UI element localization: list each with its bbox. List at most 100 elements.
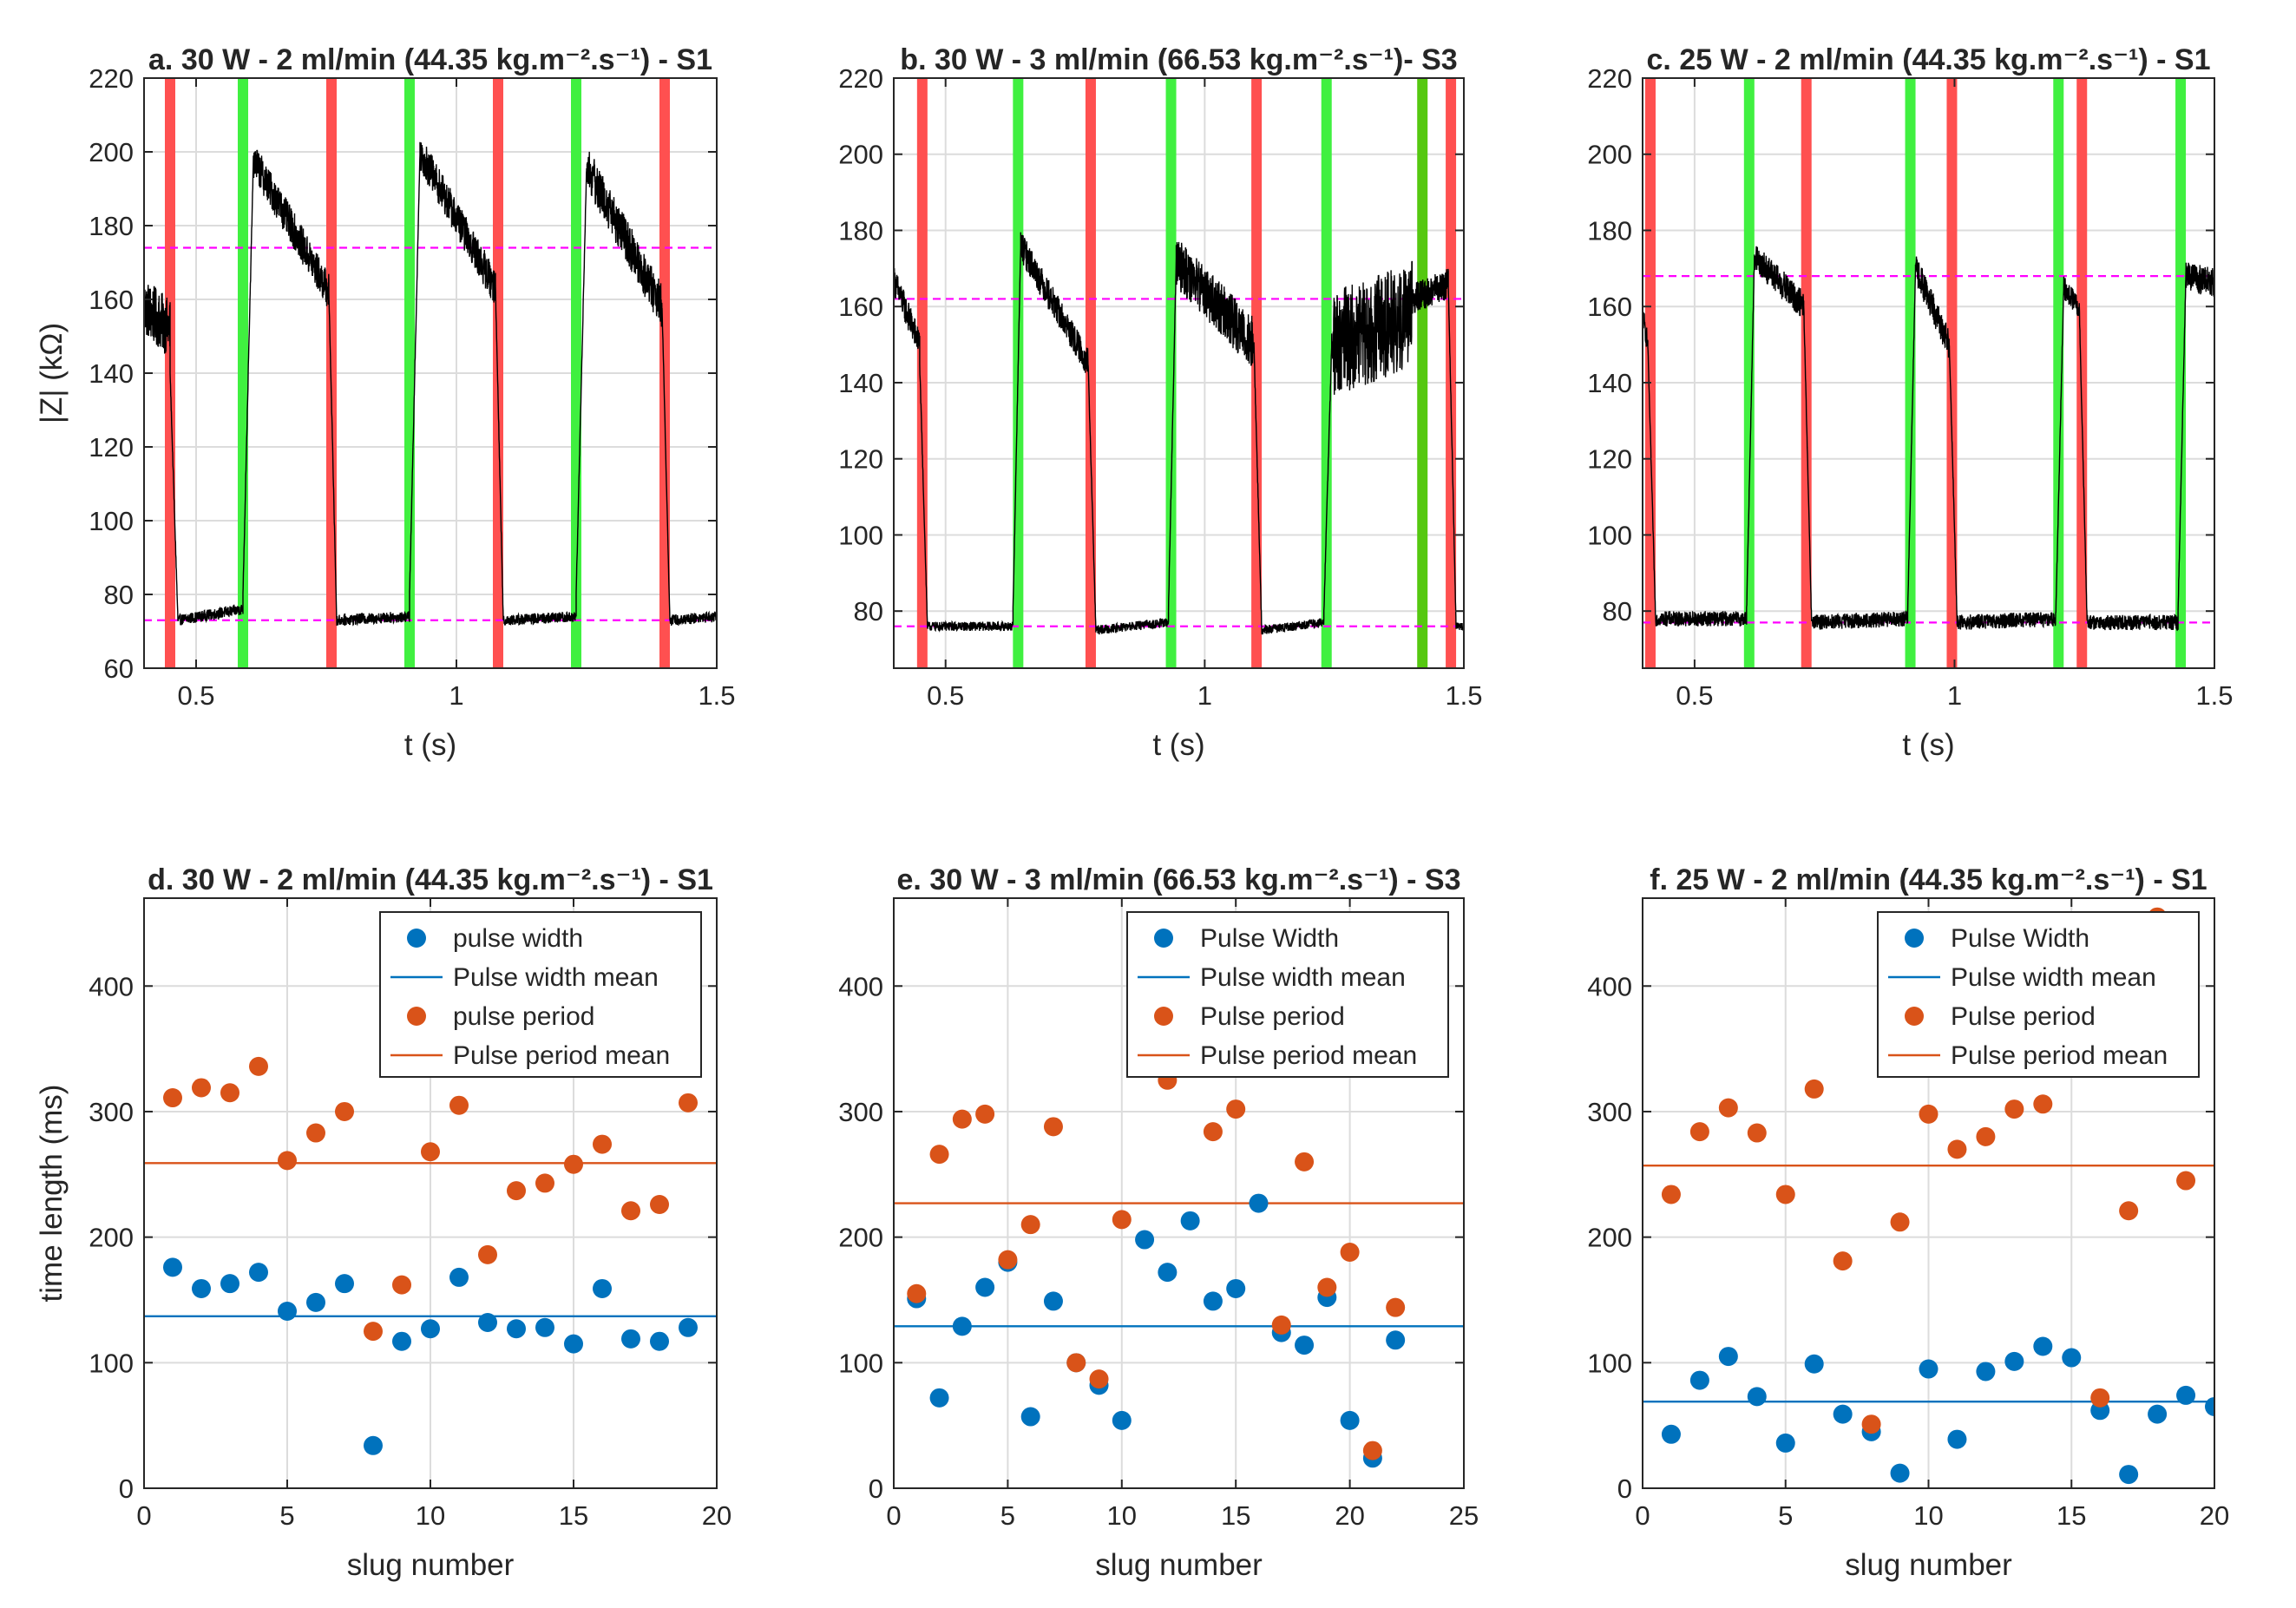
pulse-width-point <box>1249 1193 1269 1213</box>
y-tick-label: 120 <box>838 444 883 475</box>
y-tick-label: 120 <box>1587 444 1632 475</box>
pulse-period-point <box>1089 1369 1109 1389</box>
y-tick-label: 200 <box>1587 140 1632 170</box>
red-marker-bar <box>916 78 928 668</box>
pulse-period-point <box>364 1322 383 1342</box>
pulse-period-point <box>249 1056 268 1076</box>
y-tick-label: 220 <box>89 63 134 94</box>
pulse-width-point <box>975 1277 995 1297</box>
y-tick-label: 0 <box>869 1473 883 1504</box>
pulse-period-point <box>1689 1122 1709 1142</box>
y-tick-label: 60 <box>104 653 134 684</box>
pulse-period-point <box>1203 1122 1223 1142</box>
y-tick-label: 100 <box>89 1348 134 1378</box>
x-axis-label: slug number <box>1095 1548 1263 1582</box>
pulse-period-point <box>392 1275 411 1295</box>
legend-label: pulse period <box>453 1002 594 1031</box>
legend: pulse width Pulse width mean pulse period P… <box>379 911 702 1078</box>
pulse-width-point <box>192 1278 211 1298</box>
legend-label: pulse width <box>453 924 583 953</box>
pulse-width-point <box>1747 1387 1767 1407</box>
green-marker-bar <box>2175 78 2187 668</box>
panel-b: 0.5 1 1.5 80 100 120 140 160 180 200 220 t (s) b. 30… <box>838 43 1482 762</box>
y-tick-label: 160 <box>89 285 134 315</box>
pulse-width-point <box>478 1313 497 1333</box>
legend-label: Pulse width mean <box>1951 963 2156 992</box>
pulse-period-point <box>1833 1251 1853 1271</box>
y-tick-label: 300 <box>1587 1097 1632 1127</box>
x-axis-label: t (s) <box>1902 728 1954 762</box>
x-axis-label: slug number <box>1845 1548 2012 1582</box>
x-tick-label: 1.5 <box>698 680 735 711</box>
x-tick-label: 0.5 <box>177 680 214 711</box>
x-tick-label: 0.5 <box>927 680 964 711</box>
pulse-period-point <box>929 1145 949 1165</box>
legend-label: Pulse period <box>1951 1002 2096 1031</box>
pulse-width-point <box>421 1319 440 1339</box>
pulse-width-point <box>249 1263 268 1283</box>
pulse-period-point <box>2004 1099 2024 1119</box>
x-tick-label: 20 <box>2200 1500 2229 1531</box>
y-tick-label: 160 <box>838 292 883 322</box>
y-tick-label: 200 <box>1587 1223 1632 1253</box>
pulse-width-point <box>220 1274 239 1294</box>
pulse-width-point <box>679 1317 698 1337</box>
y-tick-label: 80 <box>854 596 883 627</box>
pulse-period-point <box>1226 1099 1246 1119</box>
pulse-period-point <box>421 1142 440 1162</box>
chart-title: a. 30 W - 2 ml/min (44.35 kg.m⁻².s⁻¹) - … <box>148 43 712 76</box>
pulse-width-point <box>2062 1348 2082 1368</box>
legend-label: Pulse period mean <box>1200 1041 1417 1070</box>
pulse-width-point <box>364 1435 383 1455</box>
impedance-trace <box>144 141 717 627</box>
legend-label: Pulse period mean <box>453 1041 670 1070</box>
y-tick-label: 300 <box>838 1097 883 1127</box>
chart-title: d. 30 W - 2 ml/min (44.35 kg.m⁻².s⁻¹) - … <box>148 863 713 896</box>
legend: Pulse Width Pulse width mean Pulse period P… <box>1877 911 2200 1078</box>
pulse-width-point <box>593 1278 612 1298</box>
pulse-period-point <box>535 1173 554 1193</box>
chart-title: b. 30 W - 3 ml/min (66.53 kg.m⁻².s⁻¹)- S… <box>900 43 1457 76</box>
pulse-width-point <box>507 1319 526 1339</box>
pulse-period-point <box>1775 1185 1795 1204</box>
x-tick-label: 5 <box>279 1500 294 1531</box>
pulse-period-point <box>1747 1123 1767 1143</box>
x-tick-label: 0 <box>1635 1500 1650 1531</box>
x-tick-label: 5 <box>1778 1500 1793 1531</box>
legend-box <box>379 911 702 1078</box>
x-axis-label: t (s) <box>404 728 456 762</box>
pulse-period-point <box>478 1244 497 1264</box>
x-tick-label: 15 <box>2057 1500 2086 1531</box>
pulse-width-point <box>335 1274 354 1294</box>
pulse-period-point <box>1066 1353 1086 1373</box>
pulse-period-point <box>449 1095 469 1115</box>
panel-c: 0.5 1 1.5 80 100 120 140 160 180 200 220 t (s) c. 25… <box>1587 43 2233 762</box>
pulse-width-point <box>2176 1385 2196 1405</box>
pulse-width-point <box>621 1329 640 1349</box>
legend-box <box>1126 911 1449 1078</box>
y-tick-label: 200 <box>89 137 134 167</box>
chart-title: f. 25 W - 2 ml/min (44.35 kg.m⁻².s⁻¹) - … <box>1650 863 2207 896</box>
y-tick-label: 100 <box>838 1348 883 1378</box>
y-tick-label: 80 <box>104 580 134 610</box>
pulse-width-point <box>535 1317 554 1337</box>
pulse-width-point <box>1203 1291 1223 1311</box>
legend-label: Pulse width mean <box>1200 963 1406 992</box>
panel-e: 0 5 10 15 20 25 0 100 200 300 400 slug number e. 30 … <box>838 863 1479 1582</box>
y-tick-label: 400 <box>1587 971 1632 1001</box>
pulse-width-point <box>1804 1354 1824 1374</box>
pulse-width-point <box>1775 1433 1795 1453</box>
pulse-period-point <box>1976 1126 1996 1146</box>
axes-box <box>1642 77 2215 669</box>
pulse-period-point <box>1919 1104 1938 1124</box>
plot-area <box>1643 78 2214 668</box>
plot-area <box>894 78 1464 668</box>
pulse-width-point <box>163 1257 182 1277</box>
pulse-period-point <box>621 1201 640 1221</box>
pulse-width-point <box>564 1334 583 1354</box>
pulse-width-point <box>2119 1465 2139 1485</box>
pulse-period-point <box>907 1283 927 1303</box>
pulse-period-point <box>163 1088 182 1108</box>
legend-marker-dot <box>1154 929 1173 948</box>
